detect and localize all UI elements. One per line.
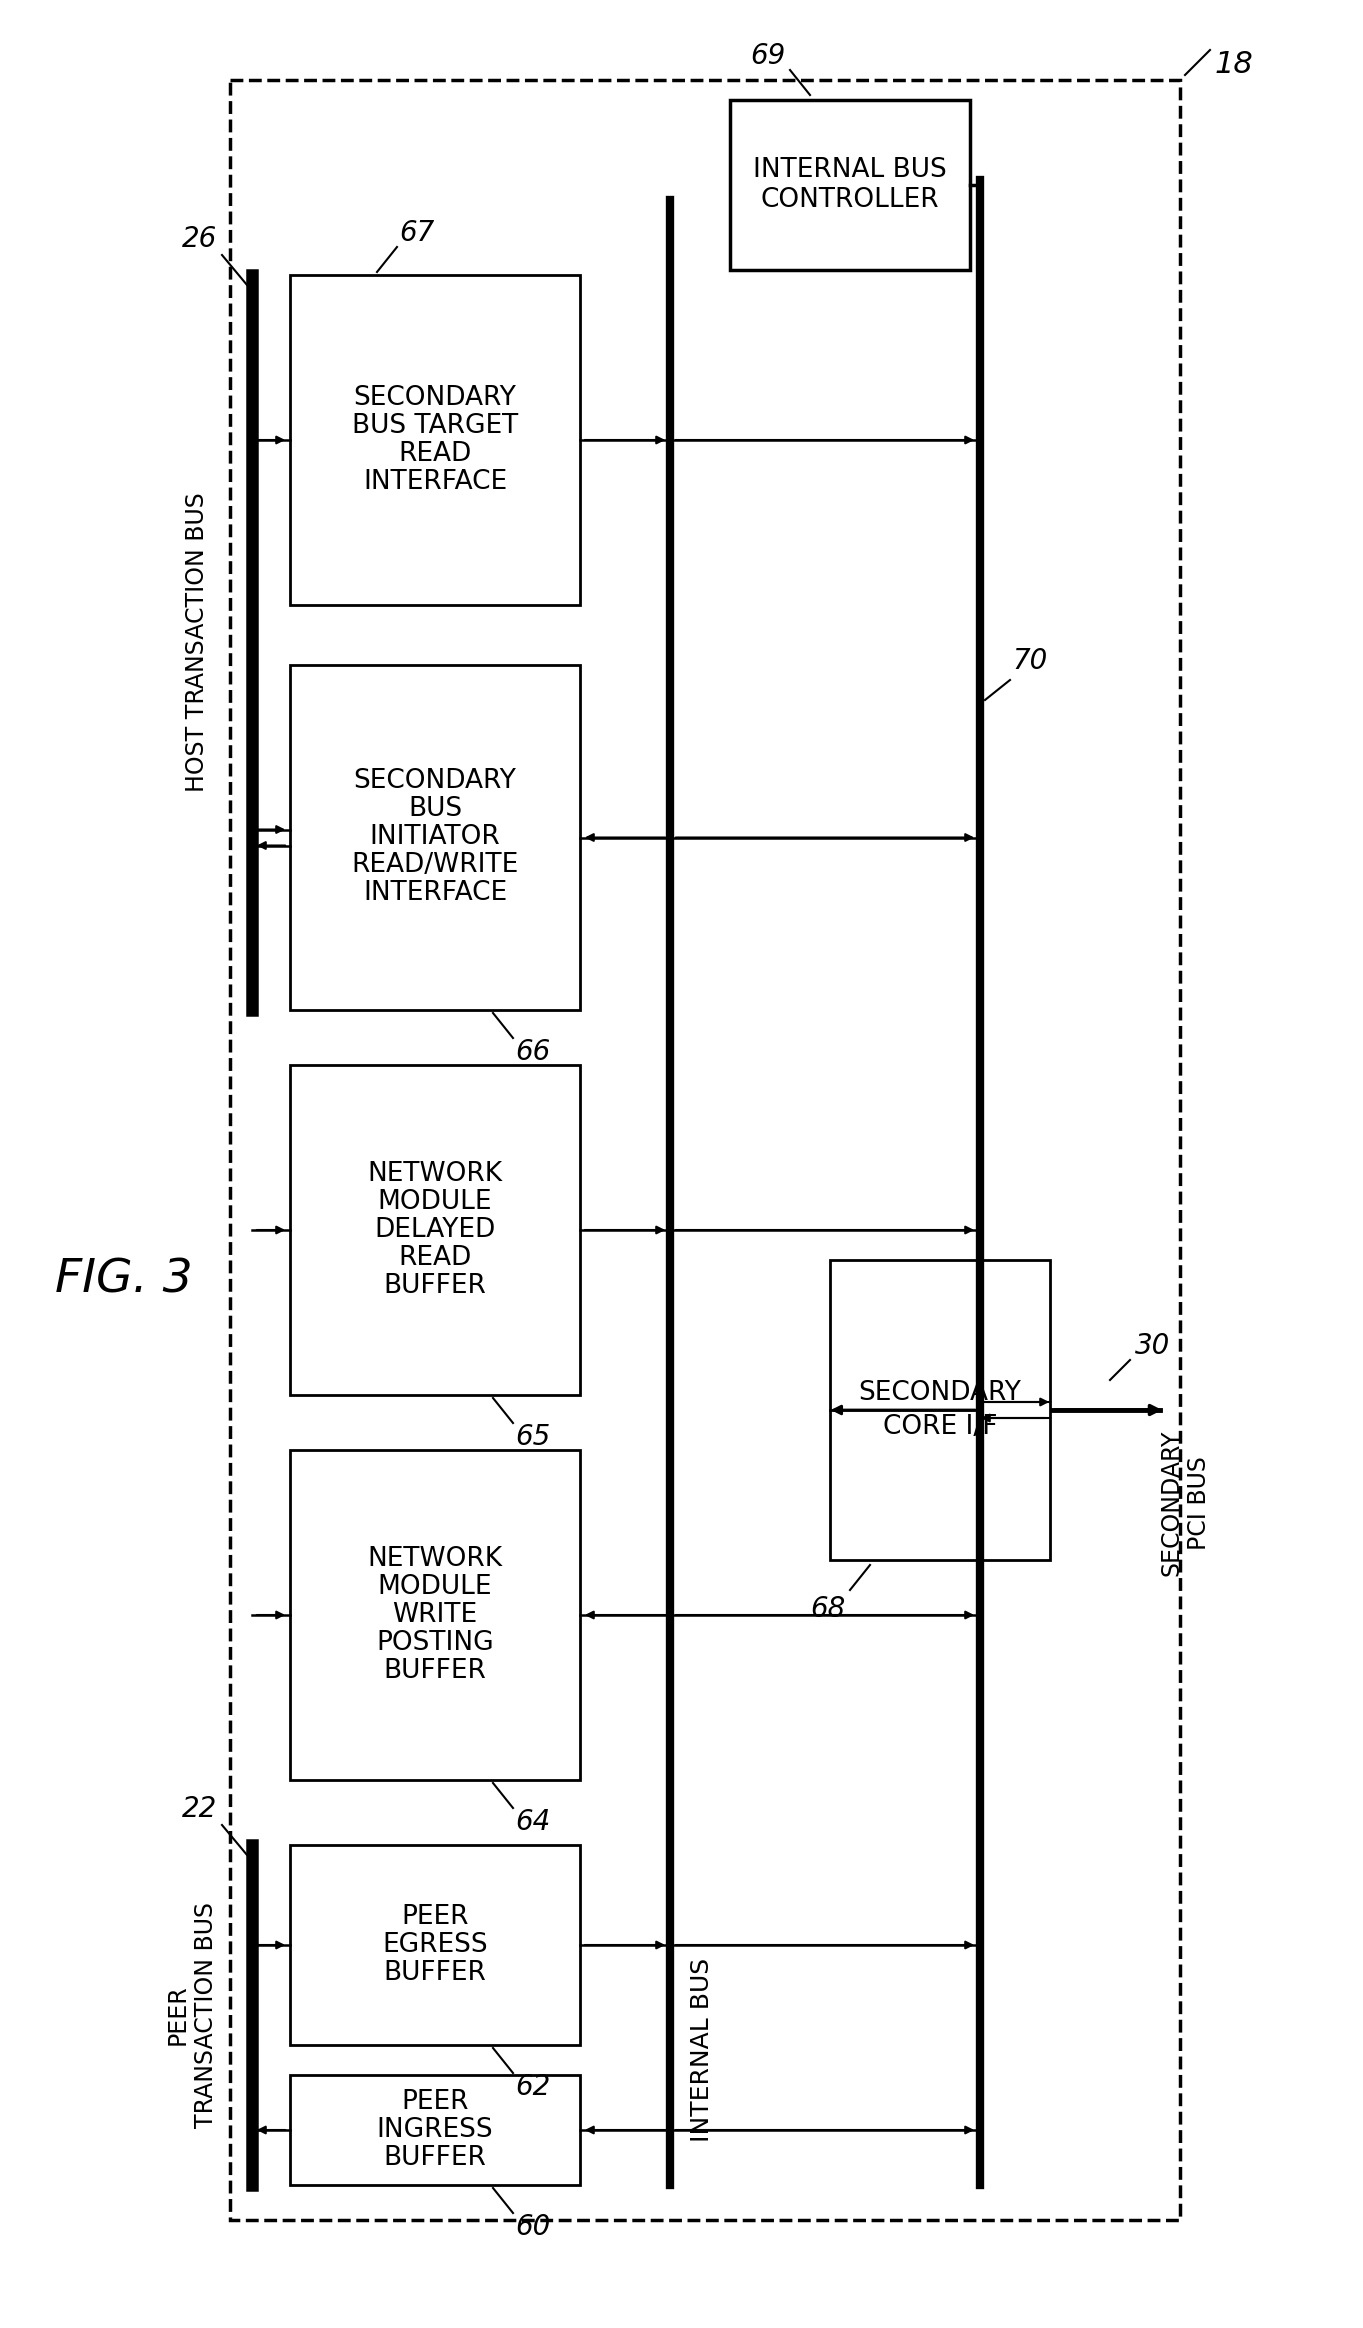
Text: CONTROLLER: CONTROLLER xyxy=(761,186,939,212)
Text: POSTING: POSTING xyxy=(376,1630,493,1655)
Text: PEER: PEER xyxy=(401,1904,469,1930)
Text: BUFFER: BUFFER xyxy=(383,1658,487,1683)
Text: BUS: BUS xyxy=(408,796,462,822)
Text: 70: 70 xyxy=(1011,647,1047,675)
Text: INGRESS: INGRESS xyxy=(376,2116,493,2144)
Text: INTERNAL BUS: INTERNAL BUS xyxy=(754,156,947,184)
Text: 26: 26 xyxy=(181,226,217,254)
Text: EGRESS: EGRESS xyxy=(382,1932,488,1958)
Text: 30: 30 xyxy=(1135,1332,1171,1360)
Text: INITIATOR: INITIATOR xyxy=(369,824,500,850)
Text: BUFFER: BUFFER xyxy=(383,1273,487,1299)
Text: 62: 62 xyxy=(515,2072,551,2100)
Text: 65: 65 xyxy=(515,1422,551,1450)
Text: SECONDARY
PCI BUS: SECONDARY PCI BUS xyxy=(1159,1429,1210,1576)
Text: 18: 18 xyxy=(1214,49,1254,79)
Bar xyxy=(290,666,581,1010)
Text: NETWORK: NETWORK xyxy=(368,1546,503,1571)
Text: 69: 69 xyxy=(750,42,785,70)
Text: SECONDARY: SECONDARY xyxy=(353,768,517,794)
Text: READ/WRITE: READ/WRITE xyxy=(352,852,519,878)
Text: READ: READ xyxy=(398,1245,472,1271)
Bar xyxy=(830,1259,1050,1560)
Text: SECONDARY: SECONDARY xyxy=(353,384,517,412)
Text: CORE I/F: CORE I/F xyxy=(883,1415,998,1441)
Text: 68: 68 xyxy=(810,1595,845,1623)
Text: INTERNAL BUS: INTERNAL BUS xyxy=(690,1958,714,2142)
Bar xyxy=(290,275,581,605)
Bar xyxy=(290,2074,581,2186)
Bar xyxy=(731,100,970,270)
Text: 64: 64 xyxy=(515,1809,551,1837)
Text: DELAYED: DELAYED xyxy=(375,1218,496,1243)
Text: BUFFER: BUFFER xyxy=(383,2144,487,2172)
Text: 60: 60 xyxy=(515,2214,551,2242)
Text: PEER: PEER xyxy=(401,2088,469,2116)
Text: FIG. 3: FIG. 3 xyxy=(55,1257,192,1301)
Bar xyxy=(290,1064,581,1394)
Bar xyxy=(290,1450,581,1781)
Text: 22: 22 xyxy=(181,1795,217,1823)
Text: BUS TARGET: BUS TARGET xyxy=(352,412,518,440)
Text: SECONDARY: SECONDARY xyxy=(859,1381,1021,1406)
Text: READ: READ xyxy=(398,440,472,468)
Text: MODULE: MODULE xyxy=(378,1190,492,1215)
Text: INTERFACE: INTERFACE xyxy=(363,880,507,906)
Bar xyxy=(290,1846,581,2044)
Text: PEER
TRANSACTION BUS: PEER TRANSACTION BUS xyxy=(166,1902,218,2128)
Text: 67: 67 xyxy=(399,219,435,247)
Text: HOST TRANSACTION BUS: HOST TRANSACTION BUS xyxy=(185,494,209,792)
Text: WRITE: WRITE xyxy=(393,1602,477,1627)
Text: BUFFER: BUFFER xyxy=(383,1960,487,1986)
Text: INTERFACE: INTERFACE xyxy=(363,468,507,496)
Text: NETWORK: NETWORK xyxy=(368,1162,503,1187)
Bar xyxy=(230,79,1180,2221)
Text: 66: 66 xyxy=(515,1038,551,1066)
Text: MODULE: MODULE xyxy=(378,1574,492,1599)
